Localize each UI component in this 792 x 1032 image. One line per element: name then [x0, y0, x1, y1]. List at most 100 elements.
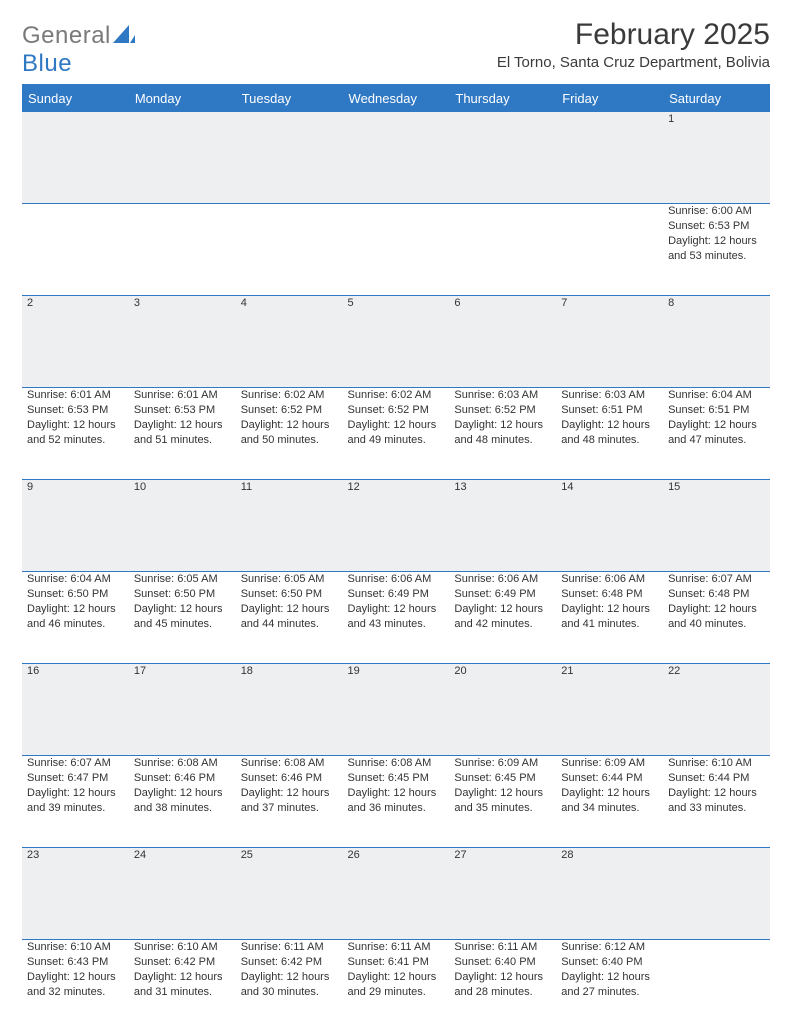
sunset-line: Sunset: 6:52 PM: [241, 403, 338, 418]
col-wed: Wednesday: [343, 85, 450, 112]
day-number: 22: [663, 664, 770, 756]
daynum-row: 1: [22, 112, 770, 204]
day-number: 20: [449, 664, 556, 756]
day-number: 7: [556, 296, 663, 388]
sunset-line: Sunset: 6:46 PM: [241, 771, 338, 786]
day-cell: Sunrise: 6:07 AMSunset: 6:47 PMDaylight:…: [22, 756, 129, 848]
sunset-line: Sunset: 6:42 PM: [241, 955, 338, 970]
day-number: 25: [236, 848, 343, 940]
sunset-line: Sunset: 6:47 PM: [27, 771, 124, 786]
col-thu: Thursday: [449, 85, 556, 112]
sunset-line: Sunset: 6:43 PM: [27, 955, 124, 970]
sunset-line: Sunset: 6:49 PM: [348, 587, 445, 602]
day-cell: [449, 204, 556, 296]
day-number: 9: [22, 480, 129, 572]
day-cell: Sunrise: 6:01 AMSunset: 6:53 PMDaylight:…: [129, 388, 236, 480]
day-cell: Sunrise: 6:06 AMSunset: 6:49 PMDaylight:…: [343, 572, 450, 664]
daylight-line: Daylight: 12 hours and 28 minutes.: [454, 970, 551, 1000]
daylight-line: Daylight: 12 hours and 53 minutes.: [668, 234, 765, 264]
daylight-line: Daylight: 12 hours and 29 minutes.: [348, 970, 445, 1000]
sunset-line: Sunset: 6:49 PM: [454, 587, 551, 602]
weekday-row: Sunday Monday Tuesday Wednesday Thursday…: [22, 85, 770, 112]
day-number: 18: [236, 664, 343, 756]
daylight-line: Daylight: 12 hours and 31 minutes.: [134, 970, 231, 1000]
sunset-line: Sunset: 6:50 PM: [27, 587, 124, 602]
daylight-line: Daylight: 12 hours and 52 minutes.: [27, 418, 124, 448]
sunset-line: Sunset: 6:44 PM: [561, 771, 658, 786]
sunrise-line: Sunrise: 6:07 AM: [668, 572, 765, 587]
sunset-line: Sunset: 6:50 PM: [241, 587, 338, 602]
day-number: 19: [343, 664, 450, 756]
day-number: 14: [556, 480, 663, 572]
day-cell: Sunrise: 6:10 AMSunset: 6:42 PMDaylight:…: [129, 940, 236, 1032]
day-cell: Sunrise: 6:04 AMSunset: 6:51 PMDaylight:…: [663, 388, 770, 480]
sunrise-line: Sunrise: 6:08 AM: [241, 756, 338, 771]
detail-row: Sunrise: 6:00 AMSunset: 6:53 PMDaylight:…: [22, 204, 770, 296]
day-cell: Sunrise: 6:11 AMSunset: 6:42 PMDaylight:…: [236, 940, 343, 1032]
day-cell: Sunrise: 6:00 AMSunset: 6:53 PMDaylight:…: [663, 204, 770, 296]
day-cell: Sunrise: 6:06 AMSunset: 6:49 PMDaylight:…: [449, 572, 556, 664]
sunset-line: Sunset: 6:40 PM: [454, 955, 551, 970]
page-header: General Blue February 2025 El Torno, San…: [22, 18, 770, 78]
sunrise-line: Sunrise: 6:03 AM: [454, 388, 551, 403]
day-cell: [343, 204, 450, 296]
daylight-line: Daylight: 12 hours and 48 minutes.: [561, 418, 658, 448]
sunrise-line: Sunrise: 6:10 AM: [668, 756, 765, 771]
day-number: 8: [663, 296, 770, 388]
day-number: 6: [449, 296, 556, 388]
day-cell: Sunrise: 6:03 AMSunset: 6:52 PMDaylight:…: [449, 388, 556, 480]
sunset-line: Sunset: 6:51 PM: [668, 403, 765, 418]
day-cell: Sunrise: 6:11 AMSunset: 6:41 PMDaylight:…: [343, 940, 450, 1032]
daylight-line: Daylight: 12 hours and 37 minutes.: [241, 786, 338, 816]
day-cell: Sunrise: 6:07 AMSunset: 6:48 PMDaylight:…: [663, 572, 770, 664]
day-cell: Sunrise: 6:05 AMSunset: 6:50 PMDaylight:…: [236, 572, 343, 664]
col-fri: Friday: [556, 85, 663, 112]
day-cell: Sunrise: 6:08 AMSunset: 6:46 PMDaylight:…: [236, 756, 343, 848]
daylight-line: Daylight: 12 hours and 33 minutes.: [668, 786, 765, 816]
day-cell: Sunrise: 6:01 AMSunset: 6:53 PMDaylight:…: [22, 388, 129, 480]
detail-row: Sunrise: 6:01 AMSunset: 6:53 PMDaylight:…: [22, 388, 770, 480]
day-cell: Sunrise: 6:03 AMSunset: 6:51 PMDaylight:…: [556, 388, 663, 480]
sunset-line: Sunset: 6:44 PM: [668, 771, 765, 786]
daylight-line: Daylight: 12 hours and 50 minutes.: [241, 418, 338, 448]
day-number: 1: [663, 112, 770, 204]
sunrise-line: Sunrise: 6:00 AM: [668, 204, 765, 219]
page-title: February 2025: [497, 18, 770, 52]
sunset-line: Sunset: 6:48 PM: [668, 587, 765, 602]
day-number: 26: [343, 848, 450, 940]
day-number: 28: [556, 848, 663, 940]
day-cell: Sunrise: 6:09 AMSunset: 6:44 PMDaylight:…: [556, 756, 663, 848]
day-number: 5: [343, 296, 450, 388]
day-number: [663, 848, 770, 940]
day-number: 4: [236, 296, 343, 388]
daylight-line: Daylight: 12 hours and 38 minutes.: [134, 786, 231, 816]
day-cell: Sunrise: 6:10 AMSunset: 6:43 PMDaylight:…: [22, 940, 129, 1032]
sunset-line: Sunset: 6:53 PM: [27, 403, 124, 418]
day-number: 21: [556, 664, 663, 756]
day-number: 15: [663, 480, 770, 572]
day-number: 12: [343, 480, 450, 572]
day-cell: Sunrise: 6:02 AMSunset: 6:52 PMDaylight:…: [236, 388, 343, 480]
title-block: February 2025 El Torno, Santa Cruz Depar…: [497, 18, 770, 71]
daylight-line: Daylight: 12 hours and 45 minutes.: [134, 602, 231, 632]
day-cell: [663, 940, 770, 1032]
detail-row: Sunrise: 6:04 AMSunset: 6:50 PMDaylight:…: [22, 572, 770, 664]
day-cell: Sunrise: 6:05 AMSunset: 6:50 PMDaylight:…: [129, 572, 236, 664]
sunset-line: Sunset: 6:40 PM: [561, 955, 658, 970]
sunrise-line: Sunrise: 6:06 AM: [561, 572, 658, 587]
sunrise-line: Sunrise: 6:01 AM: [27, 388, 124, 403]
day-cell: [556, 204, 663, 296]
sunrise-line: Sunrise: 6:11 AM: [348, 940, 445, 955]
daylight-line: Daylight: 12 hours and 48 minutes.: [454, 418, 551, 448]
brand-text: General Blue: [22, 22, 135, 78]
brand-word-2: Blue: [22, 50, 72, 77]
col-sun: Sunday: [22, 85, 129, 112]
day-number: [236, 112, 343, 204]
daylight-line: Daylight: 12 hours and 49 minutes.: [348, 418, 445, 448]
sunrise-line: Sunrise: 6:09 AM: [561, 756, 658, 771]
day-number: 10: [129, 480, 236, 572]
sunset-line: Sunset: 6:53 PM: [668, 219, 765, 234]
daylight-line: Daylight: 12 hours and 41 minutes.: [561, 602, 658, 632]
daylight-line: Daylight: 12 hours and 30 minutes.: [241, 970, 338, 1000]
brand-logo: General Blue: [22, 18, 135, 78]
